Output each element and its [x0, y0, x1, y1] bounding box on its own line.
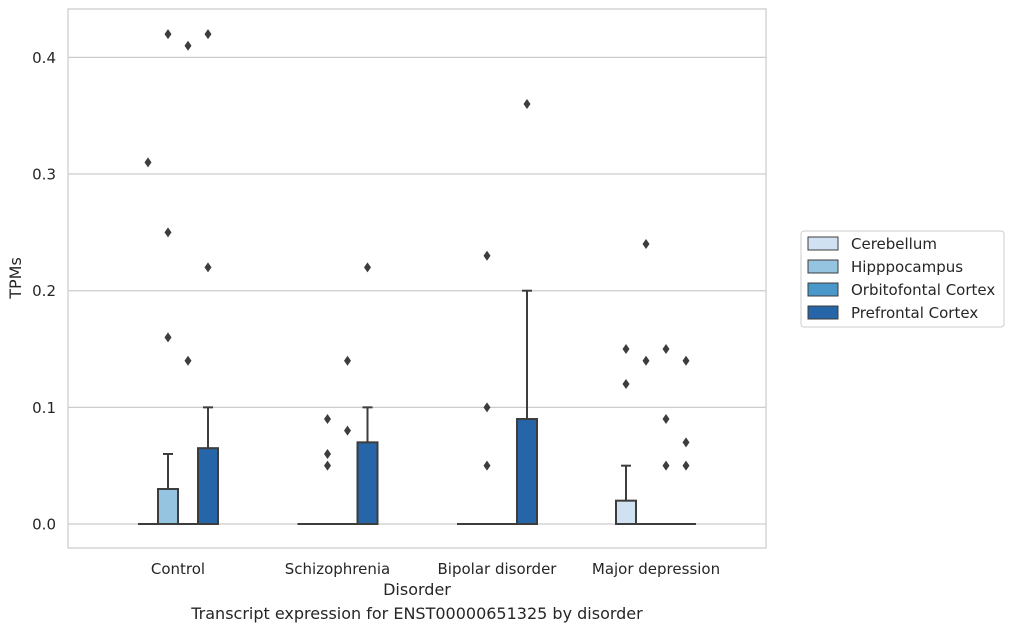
x-axis-label: Disorder [383, 580, 451, 599]
outlier-point [324, 460, 331, 471]
box [157, 488, 179, 526]
outlier-point [523, 99, 531, 110]
outlier-point [662, 414, 670, 425]
box [516, 418, 538, 526]
outlier-point [164, 332, 172, 343]
box [615, 499, 637, 526]
figure-caption: Transcript expression for ENST0000065132… [191, 604, 643, 623]
outlier-point [184, 40, 192, 51]
outlier-point [164, 29, 172, 40]
outlier-point [324, 414, 331, 425]
series-prefrontal-cortex [197, 29, 696, 526]
outlier-point [204, 29, 212, 40]
series-orbitofontal-cortex [178, 40, 676, 525]
legend-swatch [807, 305, 839, 320]
outlier-point [164, 227, 172, 238]
y-tick-label: 0.2 [32, 282, 56, 300]
y-tick-labels: 0.0 0.1 0.2 0.3 0.4 [32, 49, 56, 534]
outlier-point [344, 355, 351, 366]
series-hipppocampus [157, 29, 656, 526]
outlier-point [204, 262, 212, 273]
legend-swatch [807, 236, 839, 251]
y-tick-label: 0.1 [32, 399, 56, 417]
outlier-point [682, 460, 690, 471]
legend-label: Cerebellum [851, 235, 937, 253]
outlier-point [483, 460, 491, 471]
box [356, 441, 379, 525]
outlier-point [364, 262, 371, 273]
plot-area-frame [67, 8, 767, 549]
y-tick-label: 0.0 [32, 516, 56, 534]
outlier-point [344, 425, 351, 436]
outlier-point [642, 239, 650, 250]
x-tick-label: Bipolar disorder [438, 560, 558, 578]
outlier-point [682, 437, 690, 448]
outlier-point [184, 355, 192, 366]
legend: Cerebellum Hipppocampus Orbitofontal Corte… [800, 230, 1005, 328]
outlier-point [682, 355, 690, 366]
x-tick-label: Major depression [592, 560, 720, 578]
box [197, 447, 219, 525]
outlier-point [483, 250, 491, 261]
y-tick-label: 0.4 [32, 49, 56, 67]
legend-swatch [807, 282, 839, 297]
outlier-point [483, 402, 491, 413]
series-cerebellum [138, 157, 637, 526]
outlier-point [622, 379, 630, 390]
legend-swatch [807, 259, 839, 274]
outlier-point [324, 449, 331, 460]
outlier-point [144, 157, 152, 168]
x-tick-label: Control [151, 560, 205, 578]
outlier-point [642, 355, 650, 366]
legend-frame [800, 230, 1005, 328]
x-tick-labels: Control Schizophrenia Bipolar disorder Majo… [151, 560, 720, 578]
legend-label: Orbitofontal Cortex [851, 281, 995, 299]
outlier-point [662, 344, 670, 355]
y-tick-label: 0.3 [32, 166, 56, 184]
legend-label: Hipppocampus [851, 258, 963, 276]
y-axis-label: TPMs [6, 257, 25, 300]
legend-label: Prefrontal Cortex [851, 304, 978, 322]
outlier-point [622, 344, 630, 355]
x-tick-label: Schizophrenia [285, 560, 390, 578]
box-series [138, 29, 696, 526]
outlier-point [662, 460, 670, 471]
